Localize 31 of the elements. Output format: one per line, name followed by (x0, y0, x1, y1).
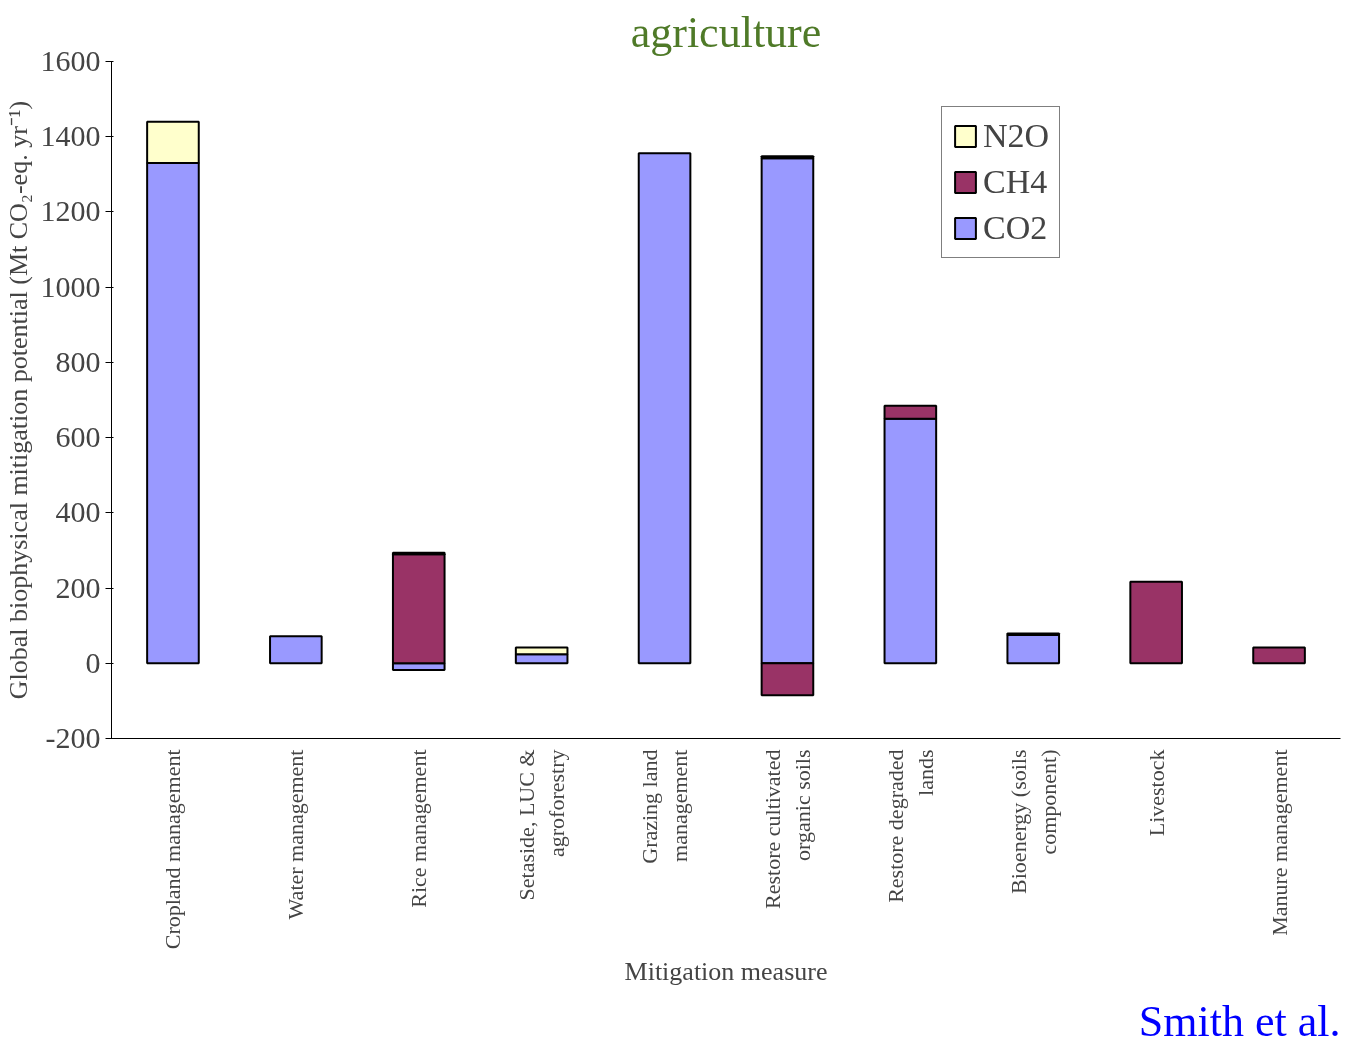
y-tick-label: 1200 (40, 194, 101, 228)
x-tick-label: Bioenergy (soils component) (1005, 749, 1061, 894)
x-tick-label: Setaside, LUC & agroforestry (514, 749, 570, 901)
y-tick-label: 1600 (40, 44, 101, 77)
legend-label: CH4 (983, 163, 1048, 201)
y-tick-label: 400 (55, 495, 101, 529)
x-tick-label: Manure management (1266, 749, 1292, 936)
chart-title: agriculture (630, 7, 822, 57)
x-tick-label: Livestock (1143, 749, 1169, 837)
y-tick-label: 1000 (40, 269, 101, 303)
y-tick-label: 0 (85, 645, 101, 679)
bar (637, 152, 692, 665)
x-tick-label: Rice management (406, 749, 432, 908)
x-tick-label: Water management (283, 749, 309, 920)
y-tick-label: -200 (45, 721, 101, 754)
y-tick-label: 800 (55, 344, 101, 378)
text: Smith et al. (1138, 996, 1341, 1046)
x-tick-label: Restore cultivated organic soils (759, 749, 815, 909)
y-tick-label: 200 (55, 570, 101, 604)
bar (269, 635, 323, 665)
legend-label: N2O (983, 117, 1050, 155)
bar (1252, 646, 1306, 665)
y-tick-label: 1400 (40, 119, 101, 153)
bar (1129, 580, 1183, 665)
y-axis-title: Global biophysical mitigation potential (Mt CO₂-eq. yr⁻¹) (3, 100, 33, 700)
x-axis-title: Mitigation measure (624, 957, 828, 987)
bar (1006, 634, 1061, 665)
y-tick-label: 600 (55, 420, 101, 454)
x-tick-label: Cropland management (160, 749, 186, 950)
legend-label: CO2 (983, 209, 1048, 247)
x-tick-label: Restore degraded lands (882, 749, 938, 903)
